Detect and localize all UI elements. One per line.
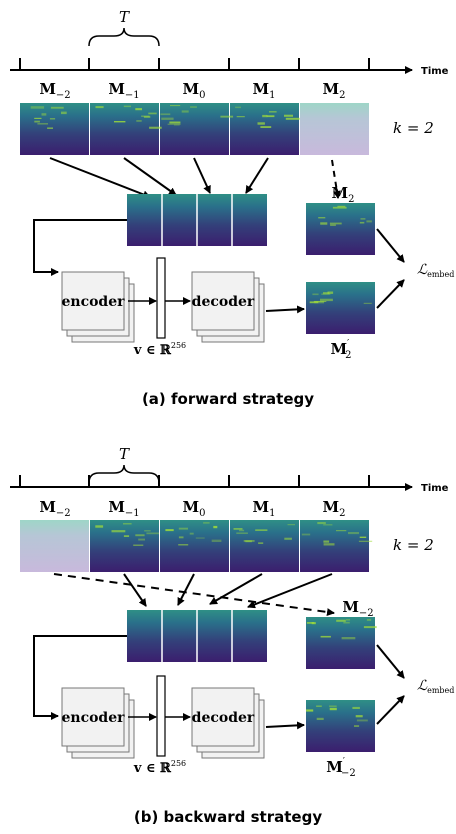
k-label: k = 2 [393, 119, 434, 137]
k-label: k = 2 [393, 536, 434, 554]
decoder-label: decoder [192, 710, 255, 726]
time-ticks [19, 475, 370, 487]
svg-text:M0: M0 [183, 80, 206, 101]
target-to-loss [376, 644, 405, 679]
t-label: T [119, 8, 130, 26]
svg-text:M−2: M−2 [39, 498, 70, 519]
spectrogram-frame-faded [300, 103, 369, 155]
svg-text:M1: M1 [253, 498, 276, 519]
prediction-to-loss [376, 695, 405, 725]
encoder-block: encoder [61, 271, 135, 343]
t-brace [88, 27, 160, 47]
frame-labels: M−2 M−1 M0 M1 M2 [39, 80, 345, 101]
decoder-to-prediction [265, 721, 305, 730]
spectrogram-frame-faded [20, 520, 89, 572]
input-spectrogram [127, 610, 267, 662]
time-ticks [19, 58, 370, 70]
panel-forward: T Time M−2 M−1 M0 M1 M2 k = 2 [10, 8, 454, 408]
svg-text:M−2: M−2 [39, 80, 70, 101]
decoder-block: decoder [191, 271, 265, 343]
vector-label: v ∈ ℝ256 [133, 759, 186, 776]
time-label: Time [421, 66, 449, 77]
loss-label: ℒembed [417, 678, 454, 695]
spectrogram-frame [300, 520, 369, 572]
prediction-to-loss [376, 279, 405, 309]
t-label: T [119, 445, 130, 463]
target-arrow-dashed [53, 573, 335, 616]
t-brace [88, 464, 160, 484]
frame-arrows [49, 157, 269, 199]
spectrogram-strip [20, 520, 369, 572]
target-spectrogram [306, 203, 375, 255]
loss-label: ℒembed [417, 262, 454, 279]
spectrogram-frame [90, 520, 159, 572]
input-spectrogram [127, 194, 267, 246]
spectrogram-frame [20, 103, 89, 155]
spectrogram-frame [90, 103, 159, 155]
encoder-block: encoder [61, 687, 135, 759]
target-label: M−2 [342, 598, 373, 619]
target-spectrogram [306, 617, 375, 669]
svg-text:M0: M0 [183, 498, 206, 519]
decoder-block: decoder [191, 687, 265, 759]
spectrogram-strip [20, 103, 369, 155]
prediction-spectrogram [306, 282, 375, 334]
svg-text:M−1: M−1 [108, 498, 139, 519]
caption-forward: (a) forward strategy [142, 390, 314, 408]
target-label: M2 [332, 184, 355, 205]
svg-text:M1: M1 [253, 80, 276, 101]
time-label: Time [421, 483, 449, 494]
latent-vector [156, 257, 166, 339]
spectrogram-frame [160, 520, 229, 572]
frame-arrows [123, 573, 333, 609]
input-connector [33, 635, 127, 720]
prediction-label: M′ 2 [330, 339, 351, 361]
spectrogram-frame [160, 103, 229, 155]
panel-backward: T Time M−2 M−1 M0 M1 M2 k = 2 [10, 445, 454, 826]
prediction-label: M′ −2 [326, 757, 355, 779]
frame-labels: M−2 M−1 M0 M1 M2 [39, 498, 345, 519]
svg-text:M2: M2 [323, 498, 346, 519]
spectrogram-texture [30, 105, 377, 727]
decoder-label: decoder [192, 294, 255, 310]
prediction-spectrogram [306, 700, 375, 752]
svg-text:M2: M2 [323, 80, 346, 101]
decoder-to-prediction [265, 305, 305, 314]
caption-backward: (b) backward strategy [134, 808, 322, 826]
encoder-label: encoder [61, 294, 125, 310]
encoder-label: encoder [61, 710, 125, 726]
input-connector [33, 219, 127, 276]
svg-text:M−1: M−1 [108, 80, 139, 101]
spectrogram-frame [230, 103, 299, 155]
target-to-loss [376, 228, 405, 263]
spectrogram-frame [230, 520, 299, 572]
vector-label: v ∈ ℝ256 [133, 341, 186, 358]
latent-vector [156, 675, 166, 757]
